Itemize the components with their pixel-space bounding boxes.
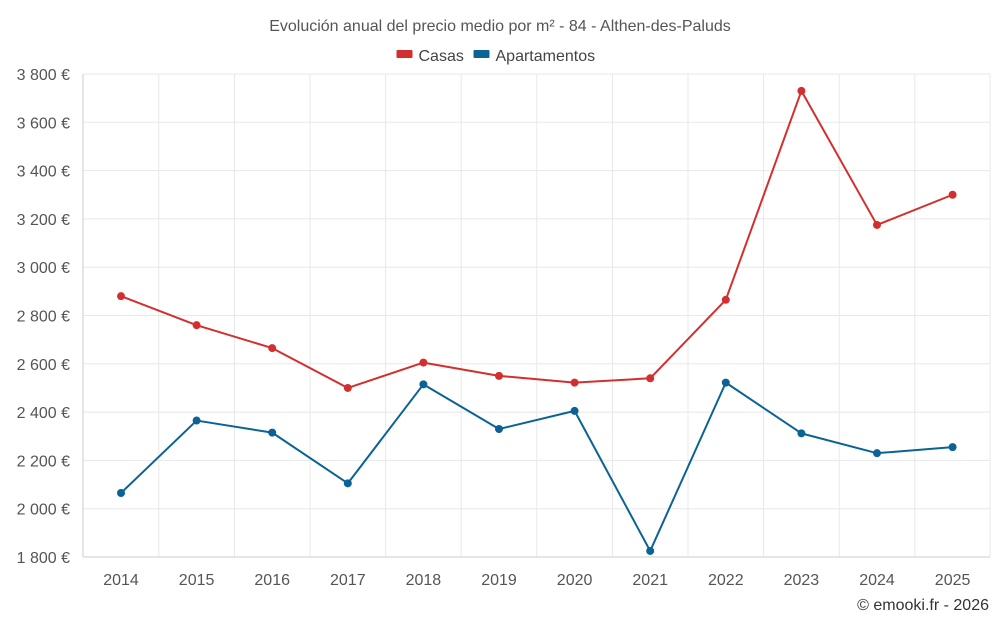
legend-label-apartamentos: Apartamentos: [496, 48, 596, 65]
chart-title: Evolución anual del precio medio por m² …: [269, 18, 731, 35]
data-point-casas[interactable]: [117, 292, 125, 301]
grid: [83, 73, 991, 557]
series-casas: [117, 86, 957, 392]
y-tick-label: 2 800 €: [17, 309, 70, 326]
data-point-apartamentos[interactable]: [419, 380, 428, 389]
y-tick-label: 2 400 €: [17, 405, 70, 422]
data-point-apartamentos[interactable]: [721, 378, 730, 387]
axes: 1 800 € 2 000 € 2 200 € 2 400 € 2 600 € 2 800…: [17, 67, 990, 589]
y-tick-label: 3 000 €: [17, 260, 70, 277]
y-tick-label: 2 600 €: [17, 357, 70, 374]
legend-item-casas[interactable]: Casas: [396, 48, 464, 65]
x-tick-label: 2022: [708, 572, 744, 589]
legend: Casas Apartamentos: [396, 48, 596, 65]
data-point-apartamentos[interactable]: [268, 428, 277, 437]
data-point-casas[interactable]: [570, 378, 579, 387]
x-tick-label: 2018: [406, 572, 442, 589]
data-point-casas[interactable]: [948, 190, 957, 199]
series-line-casas: [120, 89, 953, 389]
x-tick-label: 2021: [632, 572, 668, 589]
data-point-apartamentos[interactable]: [797, 429, 806, 438]
y-tick-label: 3 400 €: [17, 164, 70, 181]
y-tick-label: 2 000 €: [17, 502, 70, 519]
data-point-apartamentos[interactable]: [495, 425, 503, 434]
x-tick-label: 2025: [935, 572, 971, 589]
data-point-apartamentos[interactable]: [948, 443, 957, 452]
x-tick-label: 2016: [254, 572, 290, 589]
x-tick-label: 2019: [481, 572, 517, 589]
data-point-apartamentos[interactable]: [192, 416, 201, 425]
y-tick-label: 2 200 €: [17, 453, 70, 470]
data-point-casas[interactable]: [721, 295, 730, 304]
data-point-casas[interactable]: [268, 344, 277, 353]
x-tick-label: 2024: [859, 572, 895, 589]
x-tick-label: 2020: [557, 572, 593, 589]
y-tick-label: 3 200 €: [17, 212, 70, 229]
series-group: [117, 86, 957, 555]
data-point-apartamentos[interactable]: [646, 546, 655, 555]
x-tick-label: 2023: [784, 572, 820, 589]
legend-label-casas: Casas: [419, 48, 464, 65]
series-line-apartamentos: [120, 381, 953, 552]
x-tick-label: 2017: [330, 572, 366, 589]
copyright-credit: © emooki.fr - 2026: [857, 597, 989, 614]
legend-swatch-casas: [396, 50, 413, 58]
data-point-casas[interactable]: [646, 374, 655, 383]
data-point-casas[interactable]: [495, 371, 503, 380]
y-tick-label: 3 600 €: [17, 115, 70, 132]
data-point-apartamentos[interactable]: [343, 479, 352, 488]
data-point-casas[interactable]: [873, 220, 881, 229]
data-point-casas[interactable]: [343, 383, 352, 392]
data-point-apartamentos[interactable]: [570, 406, 579, 415]
data-point-casas[interactable]: [797, 86, 806, 95]
y-tick-label: 3 800 €: [17, 67, 70, 84]
x-tick-label: 2014: [103, 572, 139, 589]
data-point-casas[interactable]: [192, 321, 201, 330]
data-point-casas[interactable]: [419, 358, 428, 367]
y-tick-label: 1 800 €: [17, 550, 70, 567]
series-apartamentos: [117, 378, 957, 555]
legend-swatch-apartamentos: [473, 50, 490, 58]
legend-item-apartamentos[interactable]: Apartamentos: [473, 48, 596, 65]
x-tick-label: 2015: [179, 572, 215, 589]
data-point-apartamentos[interactable]: [873, 449, 881, 458]
data-point-apartamentos[interactable]: [117, 489, 125, 498]
